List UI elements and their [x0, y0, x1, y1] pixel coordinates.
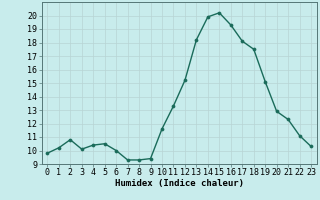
X-axis label: Humidex (Indice chaleur): Humidex (Indice chaleur) — [115, 179, 244, 188]
